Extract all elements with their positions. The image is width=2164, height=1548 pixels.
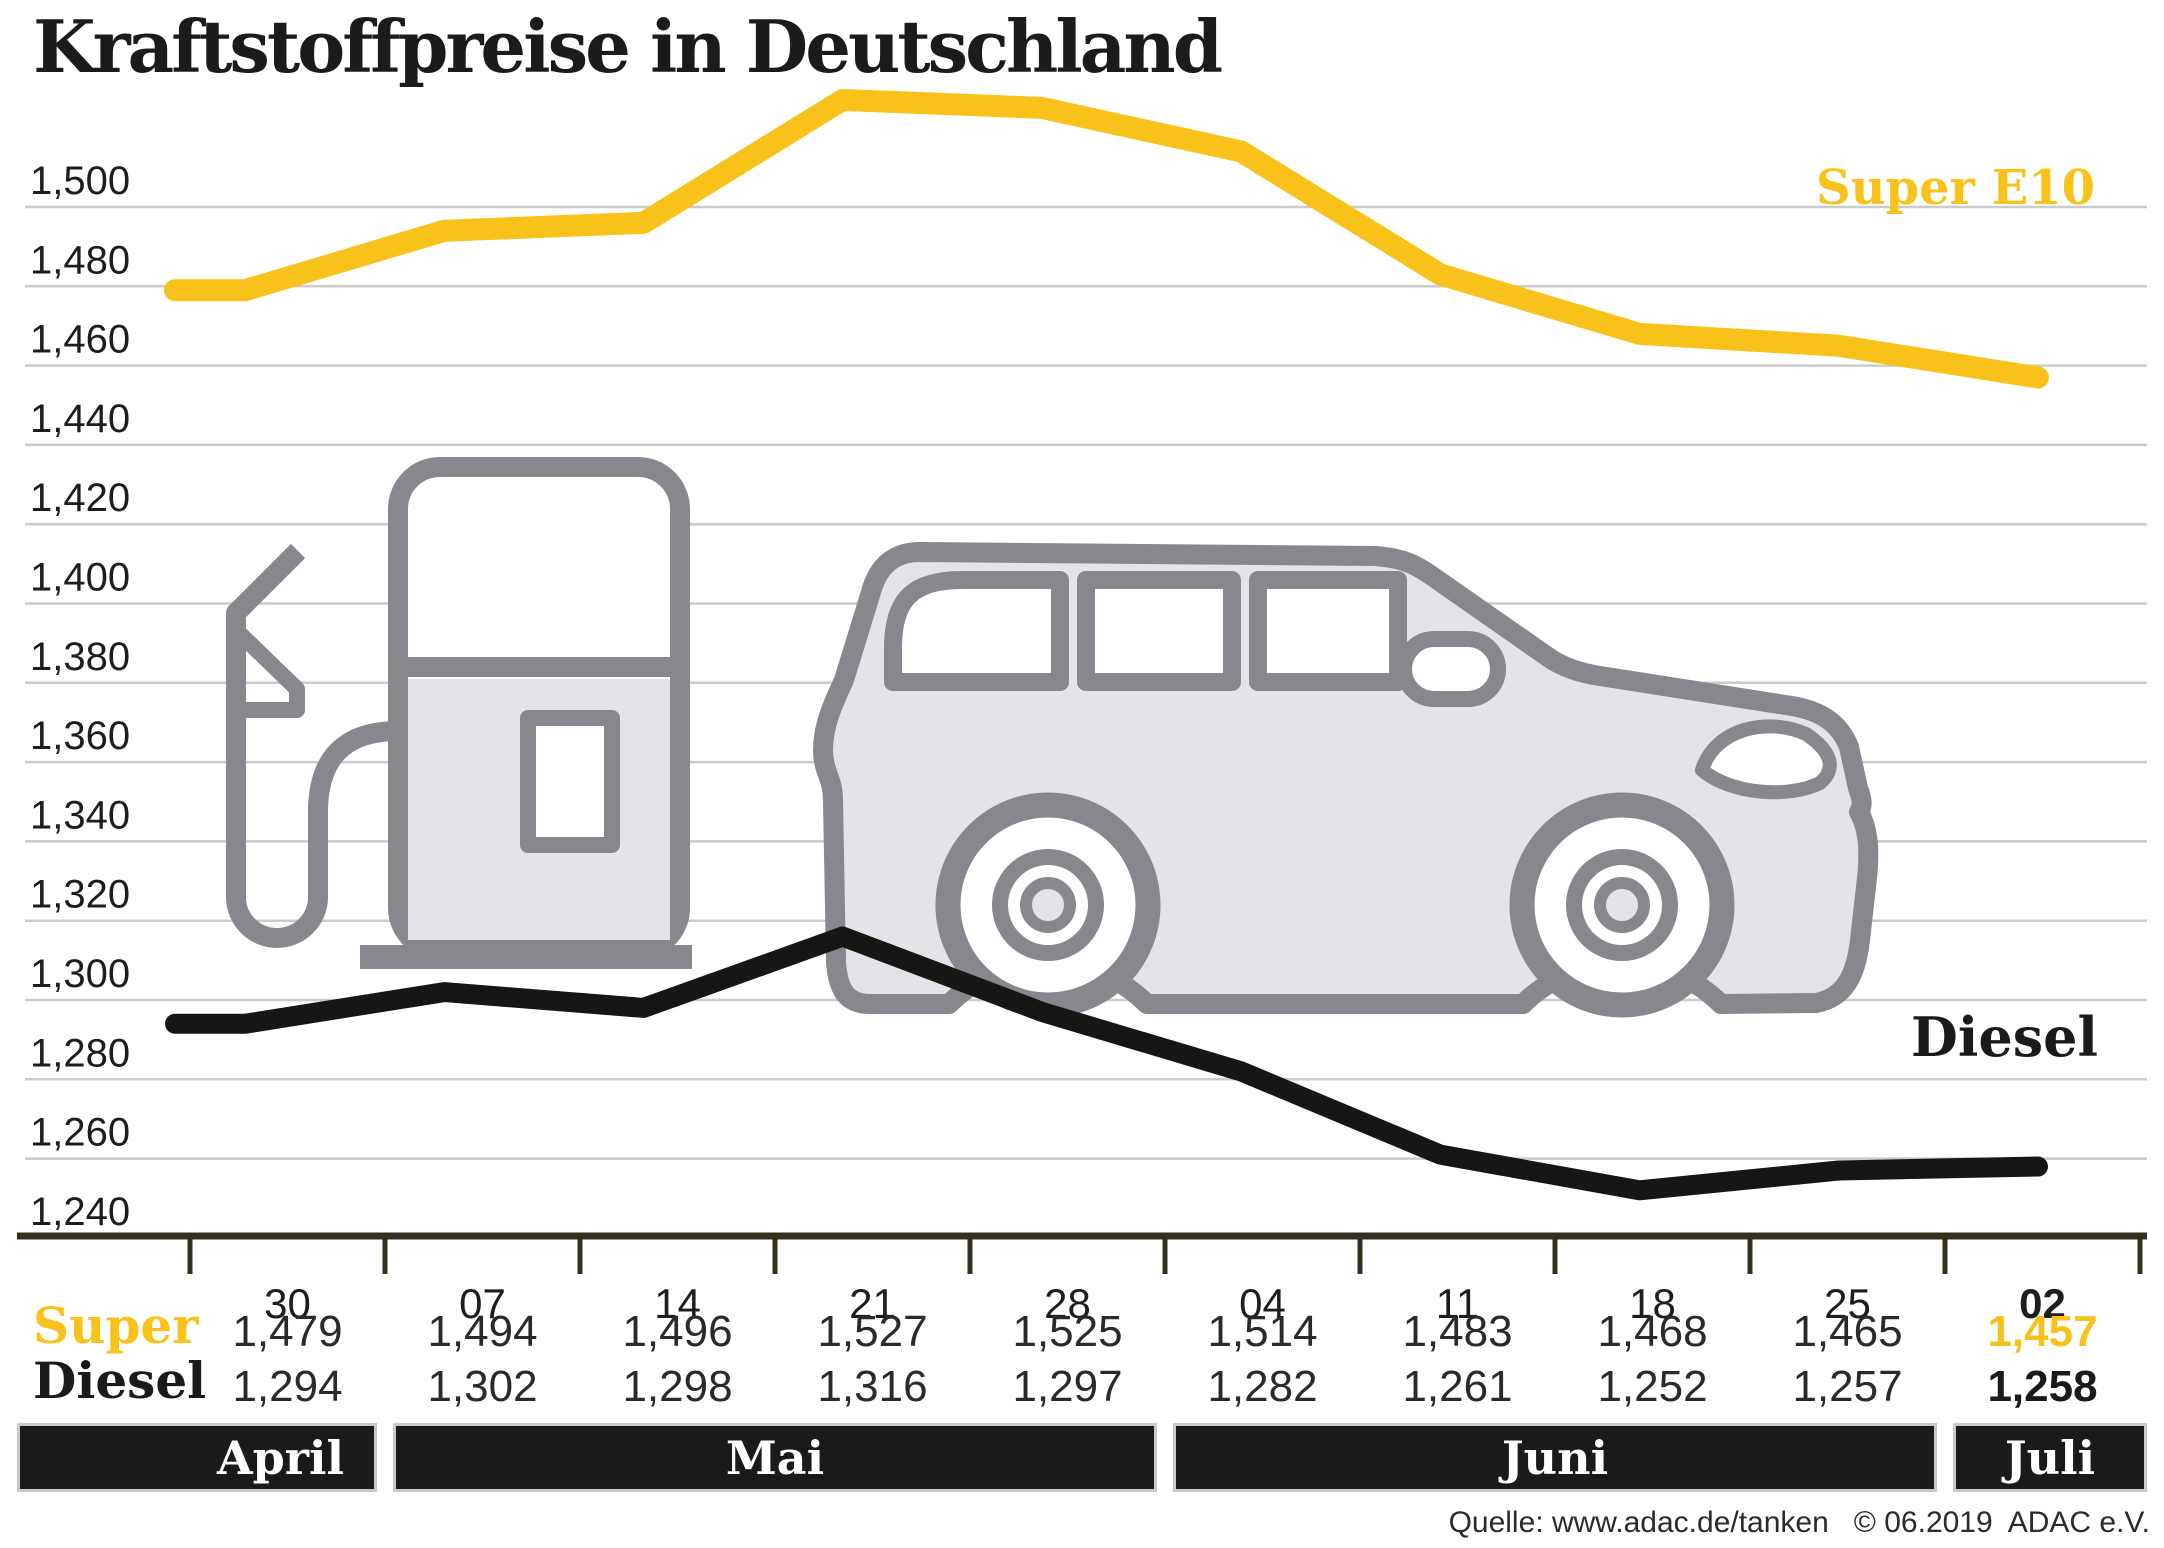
pump-nozzle-detail (230, 624, 305, 718)
month-label: Mai (725, 1430, 825, 1485)
page-title: Kraftstoffpreise in Deutschland (33, 4, 1223, 89)
x-tick-label: 21 (849, 1280, 896, 1327)
x-tick-label: 30 (264, 1280, 311, 1327)
series-label-diesel: Diesel (1911, 1005, 2098, 1069)
car-icon (813, 542, 1879, 1018)
table-cell-diesel-02: 1,258 (1987, 1362, 2098, 1411)
x-tick-label: 04 (1239, 1280, 1286, 1327)
table-cell-super-18: 1,468 (1597, 1307, 1708, 1356)
car-middle-window (1077, 571, 1241, 691)
table-cell-super-07: 1,494 (427, 1307, 538, 1356)
pump-door (520, 710, 620, 853)
data-lines (164, 88, 2049, 1201)
month-bar-juli: Juli (1953, 1423, 2147, 1492)
table-cell-diesel-25: 1,257 (1792, 1362, 1903, 1411)
y-tick-label: 1,500 (30, 159, 130, 203)
y-tick-label: 1,280 (30, 1031, 130, 1075)
table-cell-super-28: 1,525 (1012, 1307, 1123, 1356)
car-rear-wheel (935, 792, 1161, 1018)
table-cell-super-02: 1,457 (1987, 1307, 2098, 1356)
table-cell-super-14: 1,496 (622, 1307, 733, 1356)
table-cell-super-30: 1,479 (232, 1307, 343, 1356)
x-tick-label: 02 (2019, 1280, 2066, 1327)
series-label-super-e10: Super E10 (1815, 160, 2095, 216)
source-note: Quelle: www.adac.de/tanken © 06.2019 ADA… (1448, 1506, 2150, 1539)
line-diesel (165, 926, 2048, 1201)
table-cell-diesel-21: 1,316 (817, 1362, 928, 1411)
table-row-label-diesel: Diesel (33, 1351, 207, 1410)
y-axis-labels: 1,500 1,480 1,460 1,440 1,420 1,400 1,380 1,360… (30, 159, 130, 1234)
car-front-window (1249, 571, 1407, 691)
y-tick-label: 1,380 (30, 635, 130, 679)
car-headlight (1695, 719, 1837, 800)
car-mirror (1396, 631, 1506, 707)
table-row-label-super: Super (33, 1296, 199, 1355)
y-tick-label: 1,360 (30, 714, 130, 758)
y-tick-label: 1,460 (30, 318, 130, 362)
x-axis (17, 1232, 2147, 1274)
table-cell-diesel-07: 1,302 (427, 1362, 538, 1411)
line-super (164, 88, 2049, 389)
pump-hose-and-nozzle (226, 543, 399, 948)
month-label: Juni (1501, 1430, 1609, 1485)
table-cell-diesel-11: 1,261 (1402, 1362, 1513, 1411)
table-cell-diesel-04: 1,282 (1207, 1362, 1318, 1411)
y-tick-label: 1,300 (30, 952, 130, 996)
table-cell-super-11: 1,483 (1402, 1307, 1513, 1356)
x-tick-label: 18 (1629, 1280, 1676, 1327)
table-cell-diesel-14: 1,298 (622, 1362, 733, 1411)
month-bar-mai: Mai (393, 1423, 1157, 1492)
fuel-pump-icon (226, 457, 692, 969)
y-tick-label: 1,480 (30, 238, 130, 282)
y-tick-label: 1,320 (30, 873, 130, 917)
x-tick-label: 07 (459, 1280, 506, 1327)
x-tick-label: 11 (1436, 1280, 1480, 1327)
x-tick-label: 25 (1824, 1280, 1871, 1327)
y-tick-label: 1,420 (30, 476, 130, 520)
table-cell-super-25: 1,465 (1792, 1307, 1903, 1356)
table-cell-super-04: 1,514 (1207, 1307, 1318, 1356)
table-cell-diesel-28: 1,297 (1012, 1362, 1123, 1411)
month-bar-juni: Juni (1173, 1423, 1937, 1492)
y-tick-label: 1,340 (30, 793, 130, 837)
car-front-wheel (1509, 792, 1735, 1018)
y-tick-label: 1,260 (30, 1111, 130, 1155)
y-tick-label: 1,240 (30, 1190, 130, 1234)
x-tick-label: 14 (654, 1280, 701, 1327)
y-tick-label: 1,400 (30, 556, 130, 600)
table-cell-diesel-18: 1,252 (1597, 1362, 1708, 1411)
x-tick-label: 28 (1044, 1280, 1091, 1327)
month-label: April (216, 1430, 344, 1485)
y-tick-label: 1,440 (30, 397, 130, 441)
month-bar-april: April (17, 1423, 377, 1492)
table-cell-diesel-30: 1,294 (232, 1362, 343, 1411)
month-label: Juli (2004, 1430, 2096, 1485)
table-cell-super-21: 1,527 (817, 1307, 928, 1356)
x-axis-labels: 30 07 14 21 28 04 11 18 25 02 (264, 1280, 2066, 1327)
car-rear-window (884, 571, 1069, 691)
